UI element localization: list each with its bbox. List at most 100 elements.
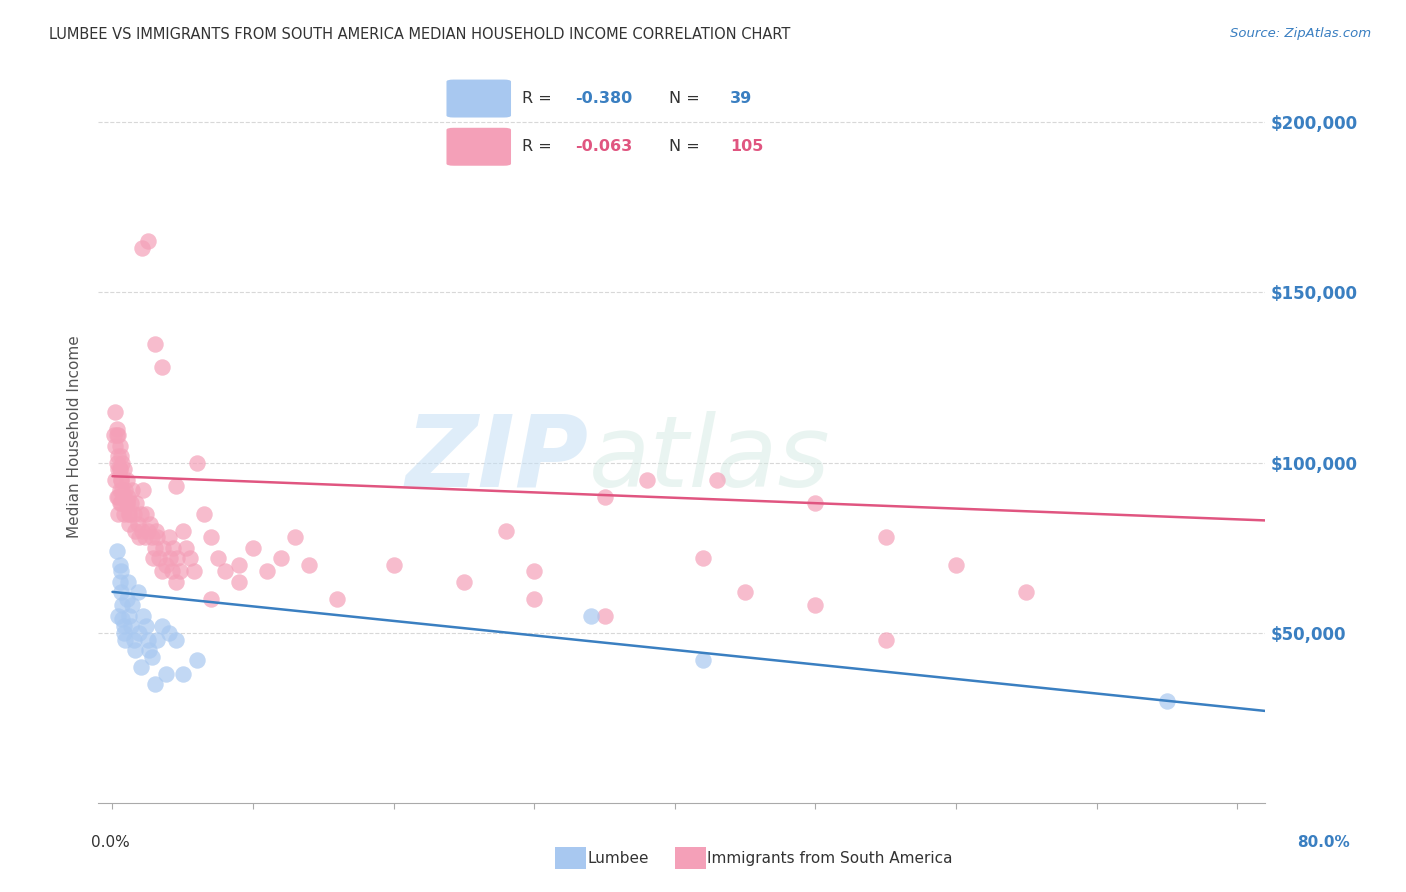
Point <box>382 558 405 572</box>
Point <box>108 462 131 476</box>
Point <box>110 473 132 487</box>
Point <box>120 619 142 633</box>
Point <box>495 524 517 538</box>
Point <box>131 524 153 538</box>
Point <box>165 632 187 647</box>
Point <box>112 625 135 640</box>
Point <box>172 666 194 681</box>
Point <box>186 456 208 470</box>
Point <box>166 550 188 565</box>
Point <box>157 625 180 640</box>
Point <box>117 574 139 589</box>
Point <box>148 550 170 565</box>
Point <box>298 558 321 572</box>
Point <box>165 574 187 589</box>
Point <box>117 490 139 504</box>
Point <box>200 531 222 545</box>
Text: 0.0%: 0.0% <box>91 836 131 850</box>
Text: -0.380: -0.380 <box>575 91 633 106</box>
Text: N =: N = <box>669 139 704 154</box>
Point <box>165 479 187 493</box>
Point <box>107 490 129 504</box>
Point <box>132 483 155 497</box>
Point <box>155 558 177 572</box>
Point <box>186 653 208 667</box>
Point <box>128 625 150 640</box>
Point <box>136 524 159 538</box>
Point <box>804 496 827 510</box>
Point <box>114 483 136 497</box>
Point <box>145 524 167 538</box>
Point <box>112 507 135 521</box>
Point <box>143 541 166 555</box>
FancyBboxPatch shape <box>447 79 510 118</box>
Point <box>172 524 194 538</box>
Text: Source: ZipAtlas.com: Source: ZipAtlas.com <box>1230 27 1371 40</box>
Point <box>110 585 132 599</box>
Point <box>692 550 714 565</box>
Point <box>1015 585 1038 599</box>
Point <box>183 565 205 579</box>
Point <box>150 565 173 579</box>
Point <box>107 608 129 623</box>
Point <box>103 428 125 442</box>
Point <box>111 456 134 470</box>
Point <box>146 531 169 545</box>
Point <box>155 666 177 681</box>
Point <box>453 574 475 589</box>
Point <box>139 516 162 531</box>
Point <box>875 632 897 647</box>
Point <box>107 507 129 521</box>
Point <box>162 541 184 555</box>
Point <box>105 490 128 504</box>
Point <box>160 565 183 579</box>
Point <box>107 449 129 463</box>
Point <box>125 496 148 510</box>
Point <box>104 404 127 418</box>
Point <box>108 496 131 510</box>
Point <box>107 428 129 442</box>
Point <box>174 541 197 555</box>
Point <box>118 516 141 531</box>
Point <box>110 449 132 463</box>
Point <box>875 531 897 545</box>
Point <box>104 439 127 453</box>
Point <box>122 507 145 521</box>
Point <box>706 473 728 487</box>
Text: 39: 39 <box>730 91 752 106</box>
Point <box>135 507 157 521</box>
Point <box>152 541 174 555</box>
Point <box>115 496 138 510</box>
Point <box>146 632 169 647</box>
Point <box>112 462 135 476</box>
Point <box>131 241 153 255</box>
Point <box>1156 694 1178 708</box>
Point <box>523 591 546 606</box>
Point <box>179 550 201 565</box>
Point <box>326 591 349 606</box>
Point <box>118 507 141 521</box>
Point <box>124 642 146 657</box>
Point <box>112 490 135 504</box>
Point <box>108 558 131 572</box>
Point <box>115 591 138 606</box>
Point <box>150 360 173 375</box>
Point <box>129 659 152 673</box>
Point <box>127 516 149 531</box>
Point <box>141 649 163 664</box>
Point <box>150 619 173 633</box>
Point <box>136 632 159 647</box>
Point <box>110 473 132 487</box>
Point <box>193 507 215 521</box>
Point <box>214 565 236 579</box>
Point <box>228 558 250 572</box>
Point <box>579 608 602 623</box>
Point <box>734 585 756 599</box>
Point <box>107 462 129 476</box>
Text: Lumbee: Lumbee <box>588 851 650 865</box>
Text: LUMBEE VS IMMIGRANTS FROM SOUTH AMERICA MEDIAN HOUSEHOLD INCOME CORRELATION CHAR: LUMBEE VS IMMIGRANTS FROM SOUTH AMERICA … <box>49 27 790 42</box>
Point <box>143 336 166 351</box>
Text: R =: R = <box>522 139 557 154</box>
Point <box>200 591 222 606</box>
Text: -0.063: -0.063 <box>575 139 633 154</box>
